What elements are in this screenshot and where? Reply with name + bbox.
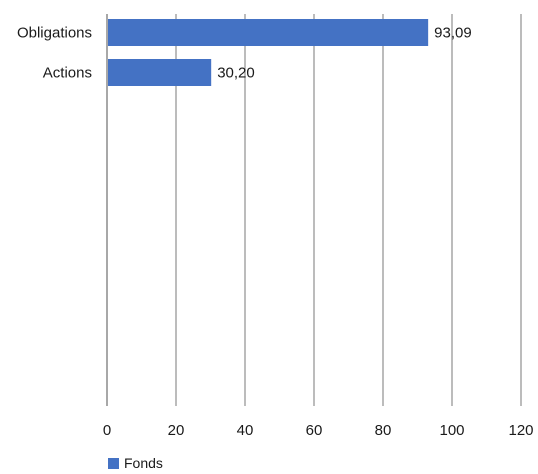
x-tick-label-120: 120 bbox=[508, 422, 533, 439]
x-tick-label-20: 20 bbox=[168, 422, 185, 439]
legend-swatch-fonds bbox=[108, 457, 119, 469]
legend: Fonds bbox=[108, 455, 163, 471]
x-tick-label-0: 0 bbox=[103, 422, 111, 439]
x-tick-label-100: 100 bbox=[439, 422, 464, 439]
data-label-actions: 30,20 bbox=[217, 65, 255, 82]
legend-label-fonds: Fonds bbox=[124, 455, 163, 471]
category-label-obligations: Obligations bbox=[17, 25, 92, 42]
data-label-obligations: 93,09 bbox=[434, 25, 472, 42]
x-tick-label-40: 40 bbox=[237, 422, 254, 439]
bar-actions bbox=[108, 59, 212, 86]
x-tick-label-80: 80 bbox=[375, 422, 392, 439]
bar-obligations bbox=[108, 19, 429, 46]
x-tick-label-60: 60 bbox=[306, 422, 323, 439]
category-label-actions: Actions bbox=[43, 65, 92, 82]
